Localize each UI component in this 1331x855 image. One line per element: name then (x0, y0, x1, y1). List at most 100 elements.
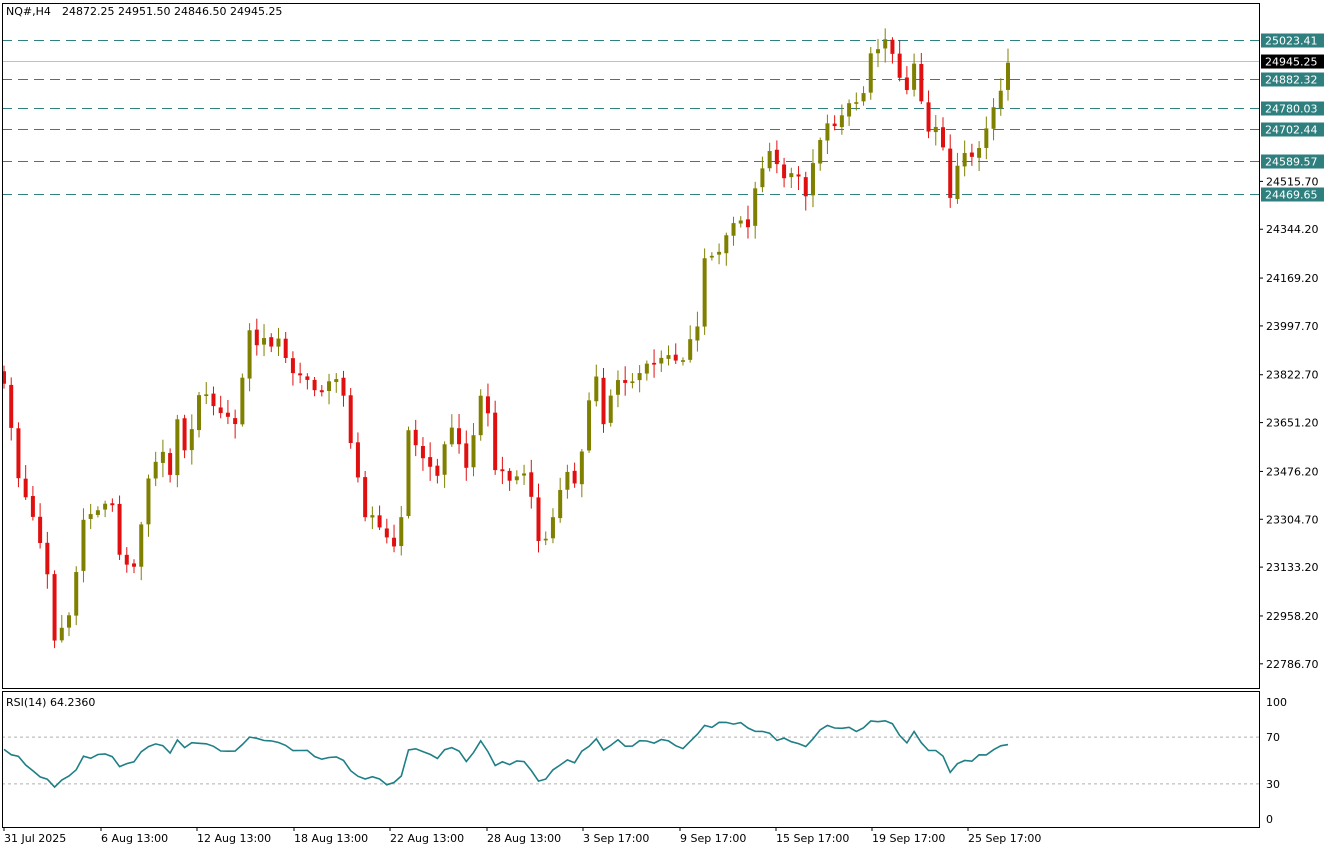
rsi-scale-label: 70 (1266, 731, 1280, 744)
price-tick-label: 23822.70 (1266, 369, 1319, 382)
candle (153, 451, 158, 487)
candle-body (760, 168, 765, 188)
candle-body (442, 444, 447, 475)
level-label-box (1261, 187, 1324, 202)
candle-body (103, 503, 108, 510)
level-label-box (1261, 122, 1324, 137)
candle-body (782, 164, 787, 179)
candle-body (818, 140, 823, 164)
candle-body (319, 390, 324, 393)
rsi-scale-label: 100 (1266, 696, 1287, 709)
candle (298, 362, 303, 384)
candle (413, 419, 418, 457)
candle (861, 86, 866, 106)
candle (875, 39, 880, 68)
candle (67, 612, 72, 637)
candle-body (146, 478, 151, 525)
candle-body (298, 373, 303, 376)
time-tick-label: 9 Sep 17:00 (680, 832, 746, 845)
candle-body (680, 360, 685, 362)
candle (854, 92, 859, 111)
candle-body (153, 461, 158, 479)
candle (767, 142, 772, 172)
candle (197, 391, 202, 438)
candle (348, 388, 353, 449)
candle-body (471, 435, 476, 468)
candle-body (2, 371, 6, 384)
candle (883, 28, 888, 63)
candle (825, 114, 830, 155)
price-tick-label: 23304.70 (1266, 513, 1319, 526)
candle (9, 377, 14, 441)
candle (377, 505, 382, 531)
candle-body (673, 354, 678, 361)
price-tick-label: 24344.20 (1266, 223, 1319, 236)
candle (146, 474, 151, 537)
candle-body (355, 442, 360, 478)
candle (550, 508, 555, 544)
candle-body (695, 326, 700, 341)
candle (839, 104, 844, 135)
candle (95, 506, 100, 518)
candle-body (52, 574, 57, 641)
candle-body (644, 363, 649, 374)
level-label-box (1261, 33, 1324, 48)
candle-body (796, 174, 801, 177)
time-tick-label: 6 Aug 13:00 (101, 832, 168, 845)
price-tick-label: 23476.20 (1266, 465, 1319, 478)
candle (948, 134, 953, 208)
candle (189, 414, 194, 465)
candle (717, 243, 722, 265)
candle (247, 323, 252, 392)
candle-body (904, 77, 909, 91)
candle (493, 400, 498, 475)
candle-body (283, 338, 288, 358)
candle-body (774, 149, 779, 165)
candle (327, 373, 332, 405)
price-tick-label: 24169.20 (1266, 272, 1319, 285)
candle-body (218, 407, 223, 414)
candle (132, 559, 137, 574)
candle-body (30, 496, 35, 517)
candle-body (175, 419, 180, 476)
candle-body (16, 428, 21, 479)
candle (745, 205, 750, 239)
candle-body (160, 451, 165, 463)
candle-body (95, 510, 100, 515)
candle (731, 216, 736, 246)
candle (204, 382, 209, 405)
time-tick-label: 22 Aug 13:00 (390, 832, 464, 845)
candle-body (363, 477, 368, 518)
candle (803, 171, 808, 211)
candle-body (998, 90, 1003, 109)
candle (319, 384, 324, 397)
candle-body (478, 395, 483, 436)
candle-body (38, 516, 43, 543)
time-tick-label: 28 Aug 13:00 (487, 832, 561, 845)
candle (702, 248, 707, 335)
candle-body (74, 572, 79, 616)
candle-body (262, 338, 267, 345)
candle-body (464, 443, 469, 468)
candle (110, 498, 115, 512)
candle-body (601, 377, 606, 425)
candle-body (890, 39, 895, 54)
candle (919, 53, 924, 105)
candle-body (594, 376, 599, 402)
price-tick-label: 24515.70 (1266, 175, 1319, 188)
time-tick-label: 18 Aug 13:00 (294, 832, 368, 845)
candle (623, 366, 628, 396)
candle-body (276, 338, 281, 347)
candle-body (926, 102, 931, 132)
candle (565, 464, 570, 499)
level-label-box (1261, 154, 1324, 169)
candle (933, 115, 938, 146)
candle-body (341, 377, 346, 396)
candle-body (724, 235, 729, 254)
candle (59, 614, 64, 643)
candle (290, 351, 295, 386)
candle (254, 318, 259, 356)
